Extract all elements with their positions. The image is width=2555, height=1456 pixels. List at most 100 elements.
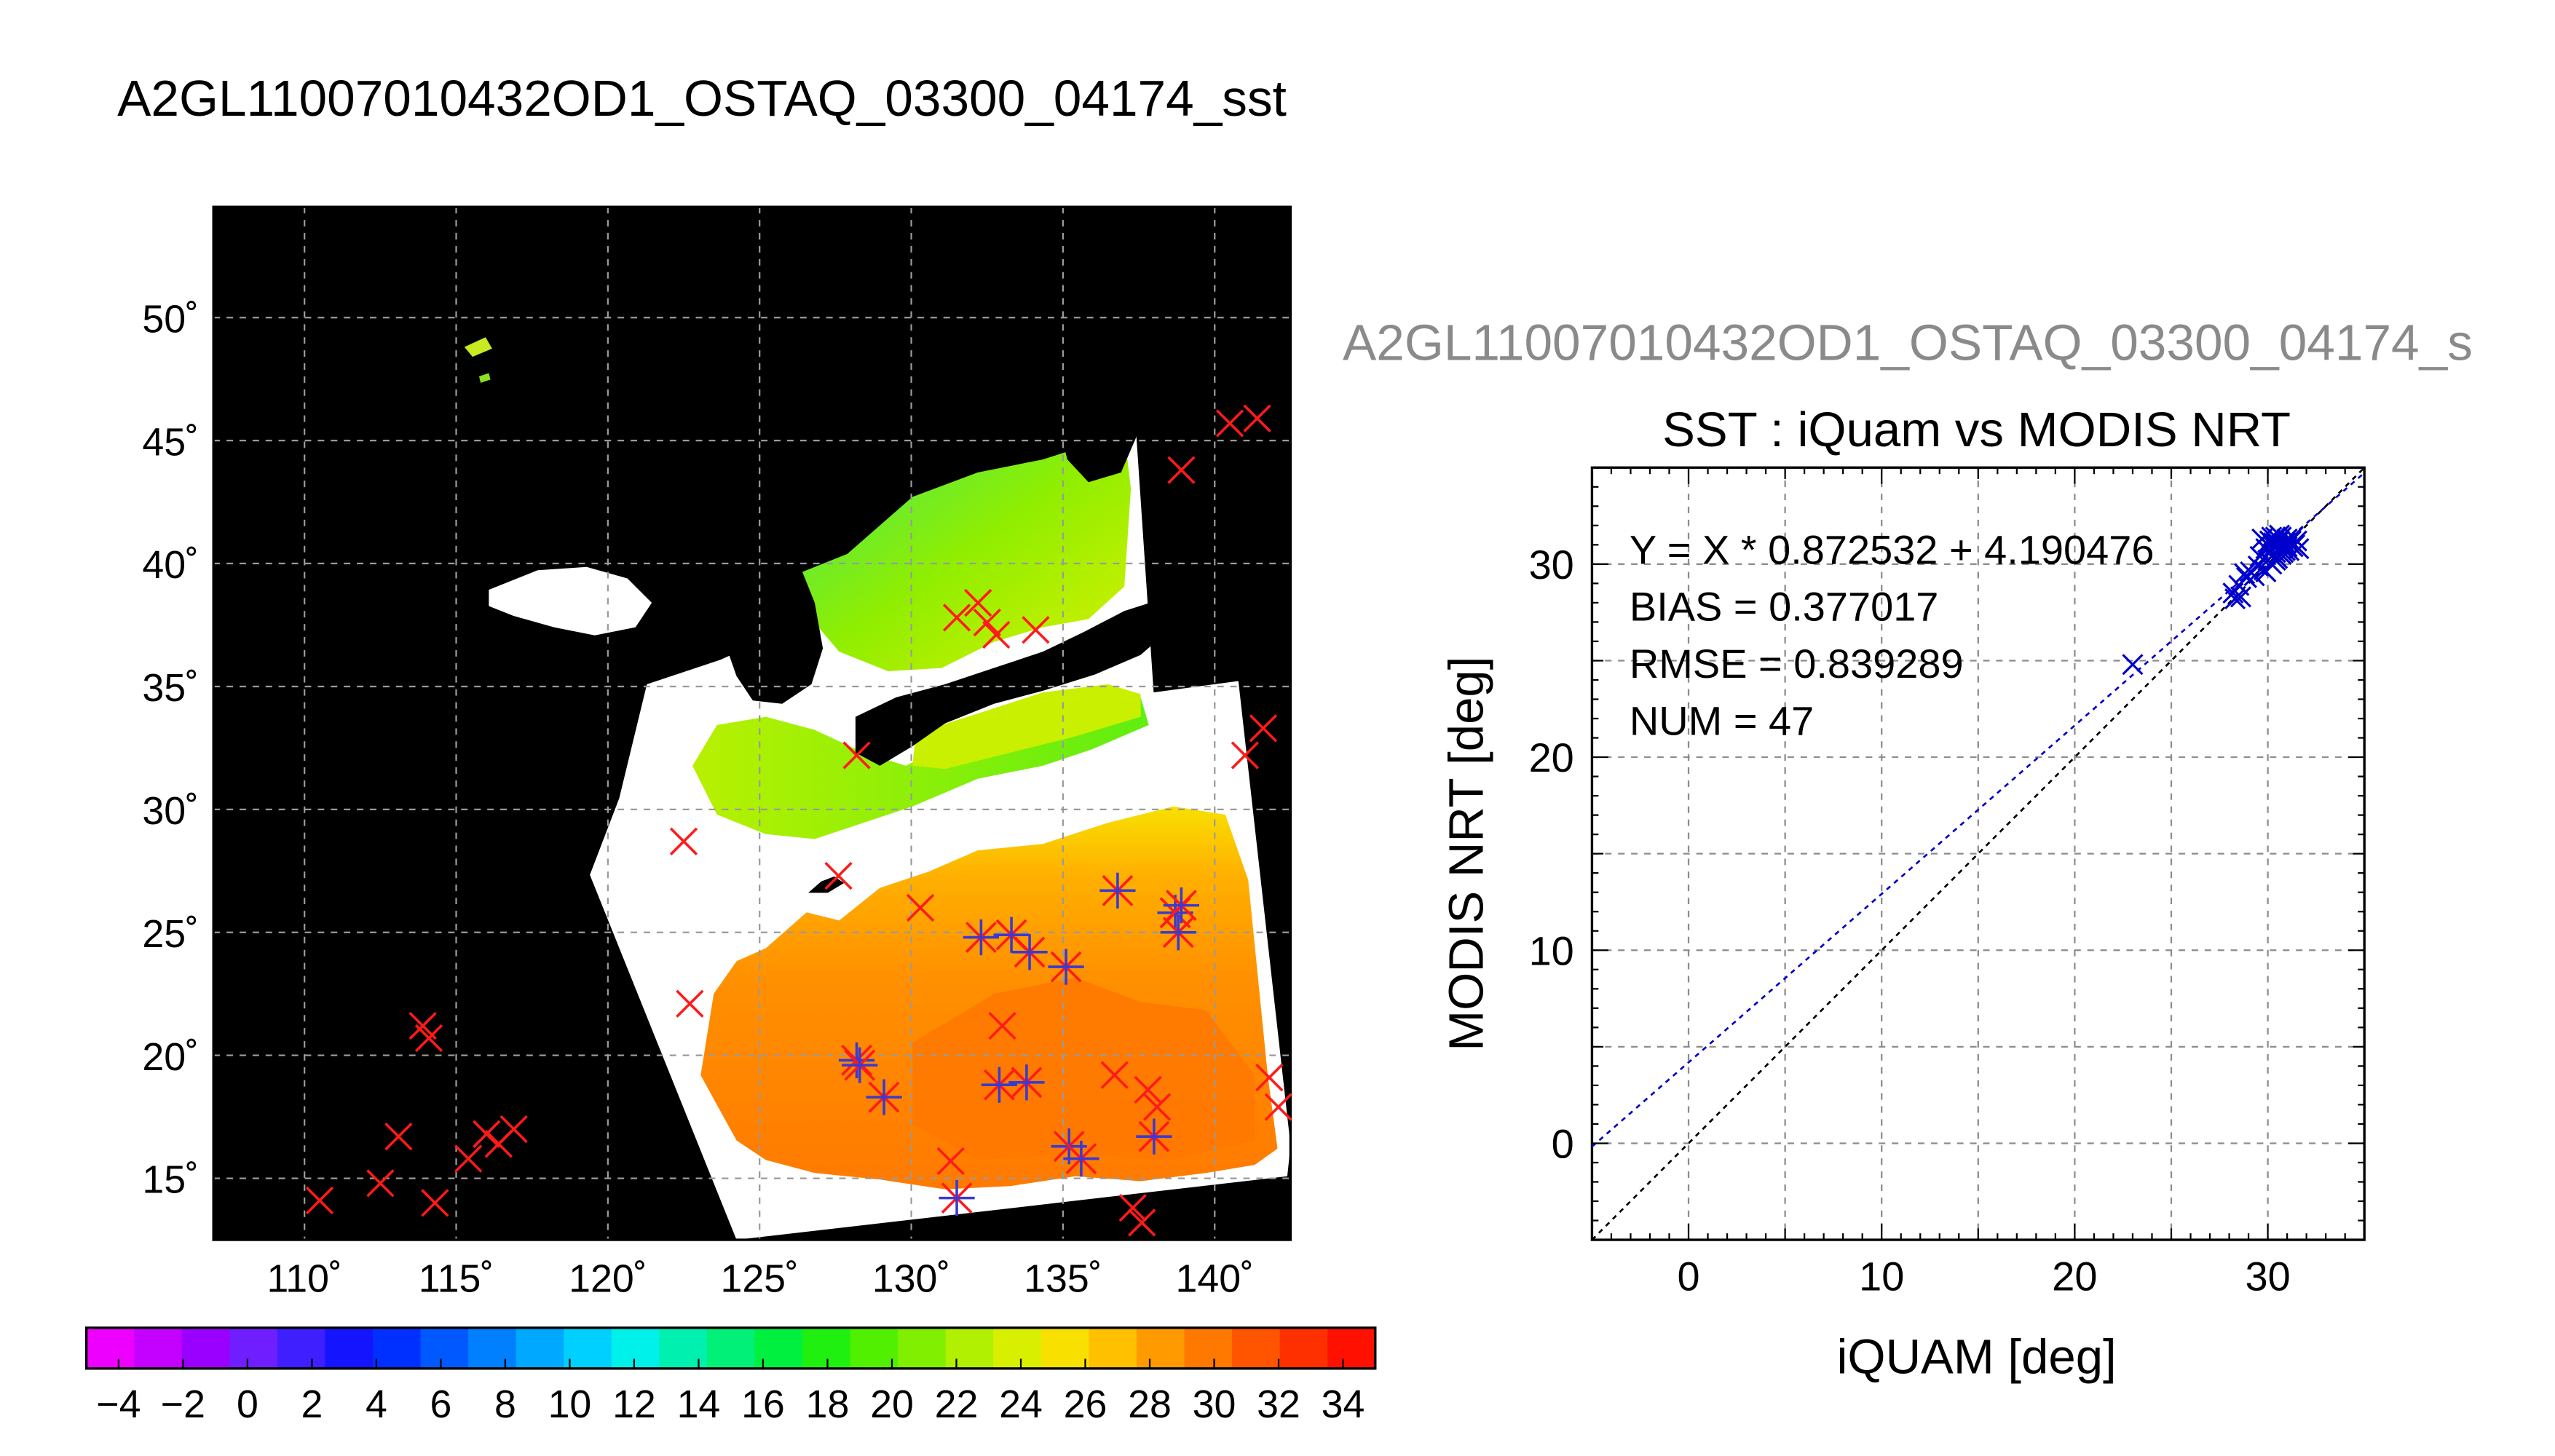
map-matched-marker <box>1136 1118 1172 1155</box>
colorbar-tick-label: 20 <box>870 1382 914 1426</box>
scatter-xtick-label: 20 <box>2052 1253 2097 1299</box>
map-iquam-marker <box>982 620 1011 649</box>
colorbar-tick-label: 24 <box>999 1382 1043 1426</box>
sst-south-coast <box>912 684 1141 769</box>
colorbar-cell <box>420 1327 470 1369</box>
japan-land <box>855 599 1167 766</box>
scatter-xtick-label: 0 <box>1677 1253 1699 1299</box>
colorbar-cell <box>372 1327 422 1369</box>
map-marker-stroke <box>936 1147 965 1176</box>
map-iquam-marker <box>1215 409 1244 438</box>
colorbar-tick-label: 18 <box>806 1382 850 1426</box>
stats-rmse: RMSE = 0.839289 <box>1630 641 1964 687</box>
map-marker-stroke <box>1255 1063 1284 1092</box>
colorbar-frame <box>84 1326 1377 1370</box>
map-iquam-marker <box>988 1011 1016 1040</box>
map-grid <box>213 207 1291 1241</box>
map-marker-stroke <box>824 861 853 890</box>
map-iquam-marker <box>1022 616 1050 644</box>
map-iquam-marker <box>906 893 935 922</box>
scatter-xtick-label: 10 <box>1859 1253 1904 1299</box>
map-iquam-marker <box>676 989 704 1018</box>
colorbar-cell <box>1327 1327 1376 1369</box>
map-marker-stroke <box>906 893 935 922</box>
colorbar-tick-label: 0 <box>237 1382 258 1426</box>
map-iquam-marker <box>1100 1061 1129 1089</box>
map-ytick-label: 35˚ <box>142 666 199 710</box>
colorbar-cell <box>850 1327 899 1369</box>
map-marker-stroke <box>1128 1208 1156 1237</box>
map-iquam-marker <box>454 1144 483 1173</box>
map-iquam-marker <box>1128 1208 1156 1237</box>
scatter-point-stroke <box>2276 536 2298 558</box>
stats-block: Y = X * 0.872532 + 4.190476 BIAS = 0.377… <box>1630 526 2155 743</box>
map-iquam-marker <box>366 1169 395 1198</box>
colorbar-tick-label: 34 <box>1322 1382 1365 1426</box>
map-iquam-marker <box>305 1186 334 1215</box>
scatter-point-stroke <box>2234 563 2256 585</box>
map-iquam-marker <box>973 608 1001 637</box>
sst-japan-sea <box>798 433 1132 672</box>
colorbar-cell <box>86 1327 135 1369</box>
scatter-xtick-label: 30 <box>2245 1253 2290 1299</box>
map-marker-stroke <box>1243 404 1271 432</box>
map-marker-stroke <box>421 1189 449 1217</box>
map-marker-stroke <box>676 989 704 1018</box>
map-tick-labels: 110˚ 115˚ 120˚ 125˚ 130˚ 135˚ 140˚ 15˚ 20˚ 25˚ 30˚… <box>142 297 1254 1300</box>
map-xtick-label: 120˚ <box>569 1257 647 1301</box>
scatter-point-stroke <box>2286 530 2307 552</box>
scatter-point-stroke <box>2288 538 2310 560</box>
map-matched-marker <box>1063 1140 1099 1177</box>
map-ytick-label: 30˚ <box>142 789 199 833</box>
colorbar-cell <box>993 1327 1042 1369</box>
scatter-point-stroke <box>2264 550 2286 571</box>
colorbar-tick-label: 14 <box>677 1382 721 1426</box>
colorbar-tick-label: 4 <box>366 1382 387 1426</box>
map-xtick-label: 125˚ <box>720 1257 798 1301</box>
colorbar-tick-label: −2 <box>161 1382 205 1426</box>
stats-fit: Y = X * 0.872532 + 4.190476 <box>1630 526 2155 572</box>
map-marker-stroke <box>1167 456 1196 484</box>
map-marker-stroke <box>1100 1061 1129 1089</box>
stats-bias: BIAS = 0.377017 <box>1630 584 1939 630</box>
scatter-point <box>2255 561 2277 583</box>
map-ytick-label: 45˚ <box>142 420 199 464</box>
scatter-title: SST : iQuam vs MODIS NRT <box>1662 403 2291 457</box>
map-iquam-marker <box>964 588 992 617</box>
map-marker-stroke <box>1134 1075 1162 1104</box>
colorbar-tick-label: 6 <box>430 1382 451 1426</box>
map-matched-marker <box>1160 914 1196 951</box>
map-marker-stroke <box>982 620 1011 649</box>
colorbar-tick-label: 22 <box>935 1382 979 1426</box>
map-xtick-label: 110˚ <box>266 1257 341 1301</box>
map-matched-marker <box>838 1042 875 1079</box>
scatter-ylabel: MODIS NRT [deg] <box>1439 657 1493 1051</box>
scatter-ytick-label: 20 <box>1529 735 1574 780</box>
colorbar-cell <box>611 1327 660 1369</box>
scatter-point-stroke <box>2230 586 2252 608</box>
map-iquam-marker <box>669 827 698 855</box>
map-marker-stroke <box>1118 1193 1147 1222</box>
map-marker-stroke <box>1022 616 1050 644</box>
map-xtick-label: 115˚ <box>419 1257 494 1301</box>
map-marker-stroke <box>964 588 992 617</box>
map-marker-stroke <box>1264 1093 1292 1121</box>
scatter-point-stroke <box>2224 588 2246 610</box>
map-iquam-marker <box>384 1122 413 1151</box>
map-marker-stroke <box>384 1122 413 1151</box>
map-marker-stroke <box>305 1186 334 1215</box>
map-iquam-marker <box>1231 741 1260 769</box>
map-marker-stroke <box>1215 409 1244 438</box>
map-iquam-marker <box>1167 456 1196 484</box>
colorbar-tick-label: 30 <box>1193 1382 1236 1426</box>
map-matched-marker <box>981 1067 1018 1103</box>
map-marker-stroke <box>414 1024 443 1053</box>
map-matched-marker <box>1099 872 1136 909</box>
colorbar-cell <box>659 1327 708 1369</box>
map-iquam-marker <box>1243 404 1271 432</box>
map-matched-marker <box>939 1179 975 1216</box>
map-matched-marker <box>993 917 1030 953</box>
map-iquam-marker <box>1134 1075 1162 1104</box>
map-marker-stroke <box>973 608 1001 637</box>
